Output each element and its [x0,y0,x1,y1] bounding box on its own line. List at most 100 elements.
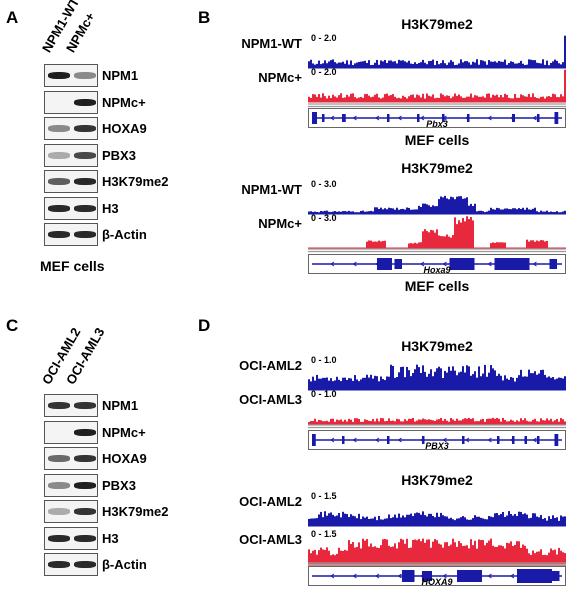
signal-bar [516,515,518,526]
signal-bar [476,377,478,390]
signal-bar [430,369,432,390]
track-cell-type: MEF cells [404,278,470,294]
signal-bar [544,241,546,248]
signal-bar [342,421,344,424]
signal-bar [520,60,522,68]
signal-bar [338,512,340,526]
signal-bar [502,546,504,564]
signal-bar [550,518,552,526]
exon [494,258,530,270]
track-group-title: H3K79me2 [401,16,473,32]
signal-bar [370,543,372,564]
signal-bar [382,519,384,526]
signal-bar [336,63,338,68]
signal-bar [512,420,514,424]
signal-bar [454,542,456,564]
signal-bar [402,539,404,564]
signal-bar [380,207,382,214]
signal-bar [434,65,436,68]
exon [342,436,345,444]
signal-bar [438,543,440,564]
signal-bar [532,373,534,390]
signal-bar [388,60,390,68]
signal-bar [460,517,462,526]
signal-bar [432,59,434,68]
signal-bar [496,375,498,390]
signal-bar [404,209,406,214]
signal-bar [508,421,510,424]
signal-bar [530,59,532,68]
signal-bar [330,378,332,390]
signal-bar [490,516,492,526]
signal-bar [518,375,520,390]
signal-bar [456,95,458,102]
signal-bar [536,62,538,68]
signal-bar [492,417,494,424]
signal-bar [522,376,524,390]
signal-bar [426,516,428,526]
signal-bar [446,372,448,390]
signal-bar [536,421,538,424]
blot-strip-c-4 [44,500,98,523]
signal-bar [478,96,480,102]
signal-bar [320,420,322,424]
signal-bar [328,61,330,68]
signal-bar [552,515,554,526]
signal-bar [466,365,468,390]
signal-bar [368,518,370,526]
signal-bar [544,554,546,564]
blot-band [48,72,70,80]
signal-bar [390,364,392,390]
signal-bar [498,242,500,248]
signal-bar [456,546,458,564]
signal-bar [324,377,326,390]
signal-bar [432,230,434,248]
signal-bar [346,379,348,390]
signal-bar [360,210,362,214]
blot-label: NPM1 [102,398,139,413]
signal-bar [508,379,510,390]
blot-strip-c-1 [44,420,98,444]
signal-bar [482,540,484,564]
signal-bar [558,547,560,564]
signal-bar [508,63,510,68]
signal-bar [506,421,508,424]
signal-bar [482,60,484,68]
signal-bar [318,212,320,214]
blot-label: HOXA9 [102,121,147,136]
signal-bar [322,63,324,68]
signal-bar [460,420,462,424]
signal-bar [396,376,398,390]
signal-bar [442,378,444,390]
signal-track [308,195,566,215]
track-group-title: H3K79me2 [401,338,473,354]
signal-bar [488,516,490,526]
signal-bar [462,545,464,564]
signal-bar [334,421,336,424]
signal-bar [504,419,506,424]
signal-bar [330,60,332,68]
signal-bar [432,205,434,214]
signal-bar [342,97,344,102]
signal-bar [516,63,518,68]
signal-bar [486,418,488,424]
signal-bar [324,421,326,424]
signal-bar [344,97,346,102]
signal-bar [552,61,554,68]
blot-strip-a-3 [44,143,98,167]
signal-bar [494,513,496,526]
signal-bar [410,418,412,424]
signal-bar [496,242,498,248]
signal-bar [444,516,446,526]
signal-bar [354,212,356,214]
signal-bar [554,59,556,68]
signal-bar [472,418,474,424]
signal-bar [464,97,466,102]
signal-bar [372,378,374,390]
signal-bar [378,240,380,248]
signal-bar [408,60,410,68]
panel-d-letter: D [198,316,211,335]
signal-bar [520,547,522,564]
signal-bar [466,418,468,424]
signal-bar [430,206,432,214]
